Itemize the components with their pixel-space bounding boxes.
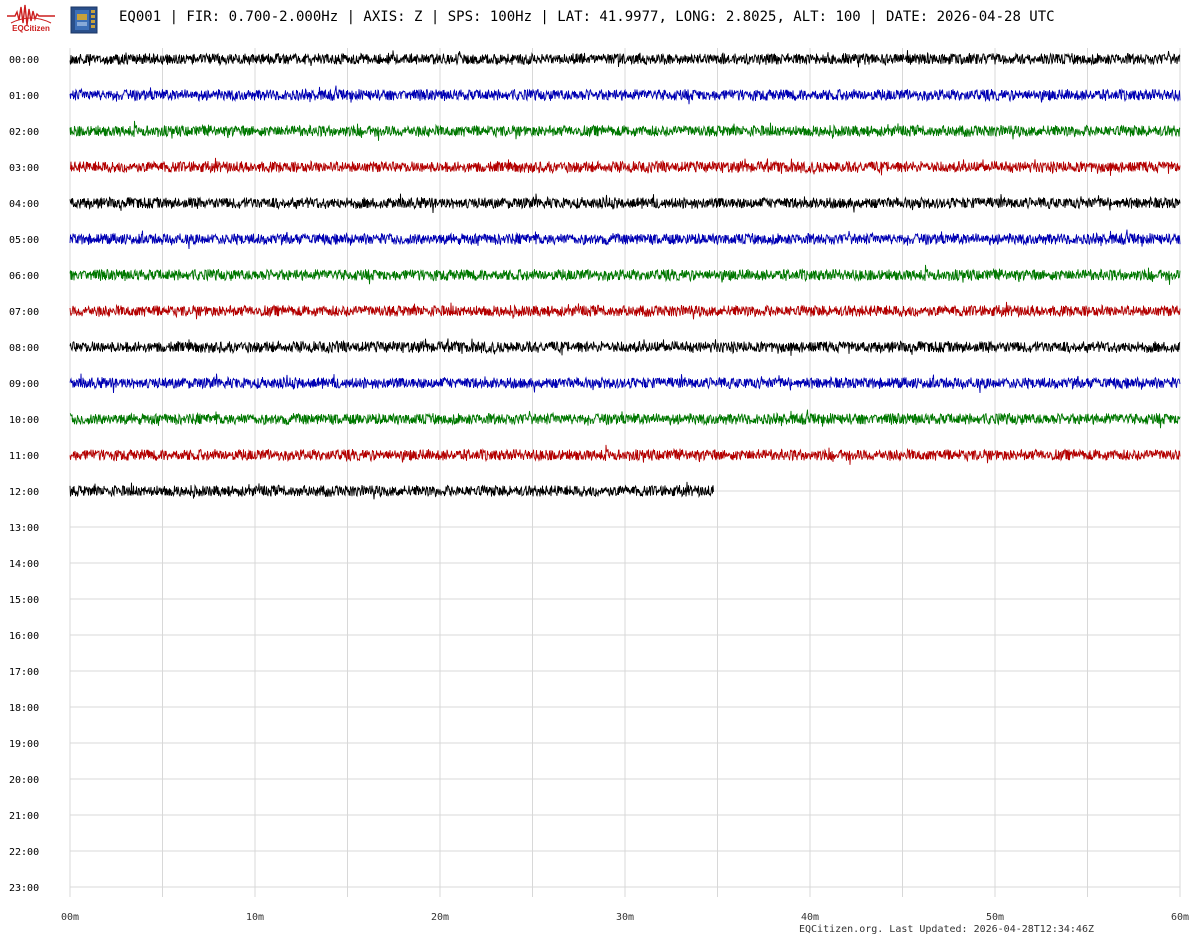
- seismic-trace-0600: [69, 264, 1181, 285]
- grid: [69, 48, 1181, 897]
- row-time-label: 09:00: [9, 379, 39, 390]
- seismic-trace-1000: [69, 409, 1181, 429]
- row-time-label: 17:00: [9, 667, 39, 678]
- row-time-label: 02:00: [9, 127, 39, 138]
- x-tick-label: 60m: [1171, 912, 1189, 923]
- seismic-trace-1200: [69, 481, 714, 500]
- x-tick-label: 50m: [986, 912, 1004, 923]
- seismic-trace-0100: [69, 85, 1181, 105]
- row-time-label: 13:00: [9, 523, 39, 534]
- row-time-label: 05:00: [9, 235, 39, 246]
- row-time-label: 18:00: [9, 703, 39, 714]
- row-time-label: 16:00: [9, 631, 39, 642]
- seismometer-device-icon: [70, 6, 98, 34]
- x-tick-label: 20m: [431, 912, 449, 923]
- row-time-label: 06:00: [9, 271, 39, 282]
- seismic-trace-0200: [69, 120, 1181, 141]
- row-time-label: 01:00: [9, 91, 39, 102]
- row-time-label: 11:00: [9, 451, 39, 462]
- row-time-label: 14:00: [9, 559, 39, 570]
- logo-text: EQCitizen: [12, 24, 50, 33]
- row-time-label: 20:00: [9, 775, 39, 786]
- seismic-trace-0700: [69, 301, 1181, 320]
- page-title: EQ001 | FIR: 0.700-2.000Hz | AXIS: Z | S…: [119, 9, 1055, 25]
- row-time-label: 00:00: [9, 55, 39, 66]
- last-updated-footer: EQCitizen.org. Last Updated: 2026-04-28T…: [798, 924, 1094, 935]
- x-tick-label: 10m: [246, 912, 264, 923]
- eqcitizen-logo: [7, 4, 55, 26]
- x-tick-label: 30m: [616, 912, 634, 923]
- seismic-trace-0500: [69, 229, 1181, 250]
- seismic-trace-1100: [69, 444, 1181, 465]
- seismic-trace-0300: [69, 157, 1181, 176]
- header: EQCitizen EQ001 | FIR: 0.700-2.000Hz | A…: [0, 0, 1200, 40]
- axis-labels: 00:00 01:00 02:00 03:00 04:00 05:00 06:00 07:00…: [9, 55, 1189, 923]
- x-tick-label: 40m: [801, 912, 819, 923]
- row-time-label: 12:00: [9, 487, 39, 498]
- row-time-label: 04:00: [9, 199, 39, 210]
- seismic-trace-0000: [69, 50, 1181, 68]
- seismic-trace-0400: [69, 193, 1181, 214]
- traces: [69, 50, 1181, 500]
- seismic-trace-0900: [69, 373, 1181, 394]
- row-time-label: 23:00: [9, 883, 39, 894]
- row-time-label: 21:00: [9, 811, 39, 822]
- row-time-label: 15:00: [9, 595, 39, 606]
- row-time-label: 22:00: [9, 847, 39, 858]
- row-time-label: 08:00: [9, 343, 39, 354]
- row-time-label: 07:00: [9, 307, 39, 318]
- row-time-label: 10:00: [9, 415, 39, 426]
- x-tick-label: 00m: [61, 912, 79, 923]
- seismic-trace-0800: [69, 338, 1181, 356]
- row-time-label: 03:00: [9, 163, 39, 174]
- row-time-label: 19:00: [9, 739, 39, 750]
